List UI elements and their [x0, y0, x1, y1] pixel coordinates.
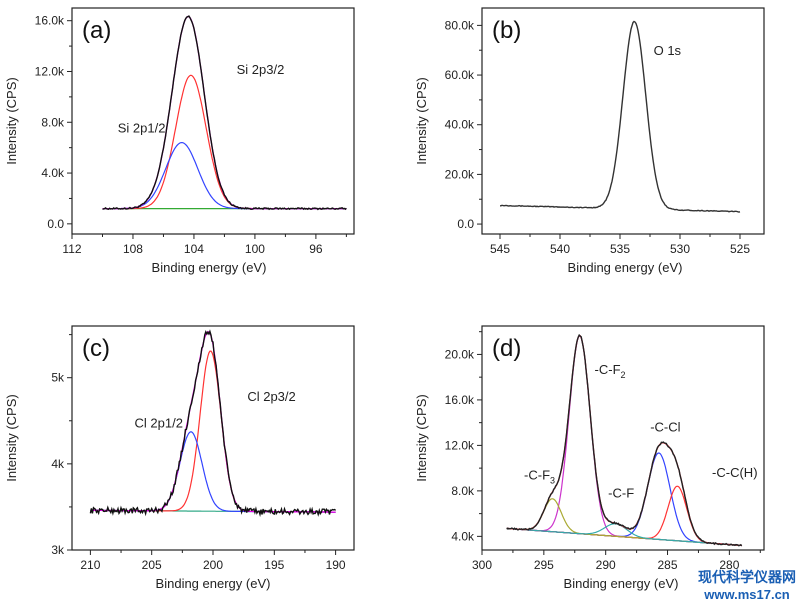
series-line-component	[102, 74, 347, 210]
plot-frame	[481, 325, 765, 551]
x-tick-label: 205	[142, 558, 162, 572]
y-tick-label: 8.0k	[41, 115, 65, 129]
series-line-component	[90, 350, 336, 513]
y-tick-label: 5k	[51, 371, 65, 385]
x-tick-label: 100	[245, 242, 265, 256]
x-tick-label: 280	[719, 558, 739, 572]
chart-panel-d: 300 295 290 285 280 4.0k 8.0k 12.0k 16.0k 20.0k Bi…	[414, 325, 765, 591]
y-tick-label: 4k	[51, 457, 65, 471]
series-line-measured	[102, 15, 347, 211]
y-axis-label: Intensity (CPS)	[4, 394, 19, 481]
x-tick-label: 545	[490, 242, 510, 256]
y-tick-label: 20.0k	[445, 347, 475, 361]
plot-frame	[71, 7, 355, 235]
y-tick-label: 12.0k	[445, 438, 475, 452]
y-tick-label: 80.0k	[445, 18, 475, 32]
x-tick-label: 112	[62, 242, 81, 256]
series-line-envelope	[102, 15, 347, 210]
panel-label: (c)	[82, 335, 110, 362]
peak-annotation: O 1s	[654, 43, 682, 58]
x-tick-label: 200	[203, 558, 223, 572]
peak-annotation: -C-Cl	[650, 420, 680, 435]
peak-annotation: Si 2p3/2	[237, 62, 285, 77]
y-tick-label: 16.0k	[445, 393, 475, 407]
watermark: 现代科学仪器网 www.ms17.cn	[698, 570, 796, 602]
y-axis-label: Intensity (CPS)	[414, 394, 429, 481]
x-axis-label: Binding energy (eV)	[156, 576, 271, 591]
x-tick-label: 104	[184, 242, 204, 256]
x-tick-label: 530	[670, 242, 690, 256]
y-tick-label: 60.0k	[445, 68, 475, 82]
y-tick-label: 20.0k	[445, 167, 475, 181]
series-line-envelope	[90, 330, 336, 513]
peak-annotation: -C-F2	[595, 362, 626, 380]
x-tick-label: 535	[610, 242, 630, 256]
peak-annotation: Si 2p1/2	[118, 120, 166, 135]
x-tick-label: 108	[123, 242, 143, 256]
y-tick-label: 40.0k	[445, 118, 475, 132]
watermark-line2: www.ms17.cn	[704, 587, 790, 602]
panel-label: (b)	[492, 17, 521, 44]
x-axis-label: Binding energy (eV)	[152, 260, 267, 275]
y-tick-label: 8.0k	[451, 484, 475, 498]
x-tick-label: 540	[550, 242, 570, 256]
x-tick-label: 210	[80, 558, 100, 572]
y-axis-label: Intensity (CPS)	[414, 77, 429, 164]
x-tick-label: 285	[658, 558, 678, 572]
x-tick-label: 195	[264, 558, 284, 572]
y-tick-label: 0.0	[47, 217, 64, 231]
y-tick-label: 4.0k	[451, 529, 475, 543]
x-tick-label: 525	[730, 242, 750, 256]
panel-label: (a)	[82, 17, 111, 44]
watermark-line1: 现代科学仪器网	[698, 570, 796, 586]
peak-annotation: -C-F	[608, 486, 634, 501]
series-line-measured	[89, 329, 337, 518]
x-axis-label: Binding energy (eV)	[568, 260, 683, 275]
peak-annotation: -C-F3	[524, 468, 555, 486]
x-tick-label: 295	[534, 558, 554, 572]
peak-annotation: Cl 2p3/2	[247, 389, 295, 404]
plot-frame	[71, 325, 355, 551]
series-line-component	[102, 141, 347, 210]
y-tick-label: 12.0k	[35, 64, 65, 78]
peak-annotation: -C-C(H)	[712, 465, 757, 480]
y-tick-label: 16.0k	[35, 14, 65, 28]
series-line-measured	[506, 333, 743, 547]
y-tick-label: 4.0k	[41, 166, 65, 180]
x-axis-label: Binding energy (eV)	[564, 576, 679, 591]
x-tick-label: 190	[326, 558, 346, 572]
plot-frame	[481, 7, 765, 235]
chart-panel-a: 112 108 104 100 96 0.0 4.0k 8.0k 12.0k 16.0k Bindi…	[4, 7, 355, 275]
y-axis-label: Intensity (CPS)	[4, 77, 19, 164]
panel-label: (d)	[492, 335, 521, 362]
chart-panel-c: 210 205 200 195 190 3k 4k 5k Binding energy (eV)…	[4, 325, 355, 591]
chart-panel-b: 545 540 535 530 525 0.0 20.0k 40.0k 60.0k 80.0k Bi…	[414, 7, 765, 275]
y-tick-label: 3k	[51, 543, 65, 557]
peak-annotation: Cl 2p1/2	[135, 416, 183, 431]
x-tick-label: 300	[472, 558, 492, 572]
y-tick-label: 0.0	[457, 217, 474, 231]
series-line-component	[506, 498, 742, 547]
series-line-measured	[500, 20, 741, 213]
x-tick-label: 96	[309, 242, 323, 256]
x-tick-label: 290	[596, 558, 616, 572]
series-line-component	[90, 431, 336, 513]
